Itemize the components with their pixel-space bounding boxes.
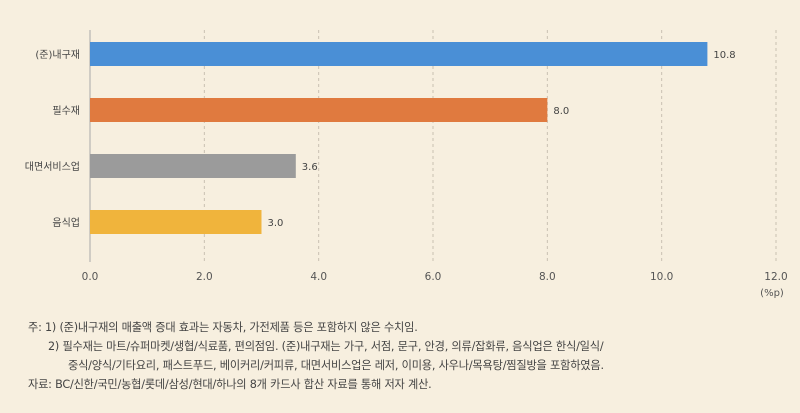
x-tick-label: 12.0 xyxy=(764,271,787,283)
note-2a: 2) 필수재는 마트/슈퍼마켓/생협/식료품, 편의점임. (준)내구재는 가구… xyxy=(48,340,604,353)
x-tick-label: 4.0 xyxy=(310,271,327,283)
category-label: 음식업 xyxy=(52,216,80,229)
bar-2 xyxy=(90,154,296,178)
x-tick-label: 10.0 xyxy=(650,271,673,283)
value-label: 3.0 xyxy=(268,218,284,229)
note-1: 주: 1) (준)내구재의 매출액 증대 효과는 자동차, 가전제품 등은 포함… xyxy=(28,321,418,334)
value-label: 3.6 xyxy=(302,162,318,173)
x-tick-label: 2.0 xyxy=(196,271,213,283)
bar-1 xyxy=(90,98,548,122)
source-note: 자료: BC/신한/국민/농협/롯데/삼성/현대/하나의 8개 카드사 합산 자… xyxy=(28,378,432,391)
chart-bars xyxy=(90,42,708,234)
chart-notes: 주: 1) (준)내구재의 매출액 증대 효과는 자동차, 가전제품 등은 포함… xyxy=(28,318,798,394)
x-tick-label: 8.0 xyxy=(539,271,556,283)
bar-3 xyxy=(90,210,262,234)
category-label: 필수재 xyxy=(52,105,80,117)
chart-grid xyxy=(89,30,777,262)
value-label: 10.8 xyxy=(713,50,735,61)
bar-0 xyxy=(90,42,708,66)
value-labels: 10.8 8.0 3.6 3.0 xyxy=(268,50,736,229)
x-tick-label: 6.0 xyxy=(425,271,442,283)
x-tick-labels: 0.0 2.0 4.0 6.0 8.0 10.0 12.0 xyxy=(82,271,788,283)
x-tick-label: 0.0 xyxy=(82,271,99,283)
value-label: 8.0 xyxy=(553,106,569,117)
x-unit-label: (%p) xyxy=(760,288,784,299)
note-2b: 중식/양식/기타요리, 패스트푸드, 베이커리/커피류, 대면서비스업은 레저,… xyxy=(68,359,604,372)
category-label: 대면서비스업 xyxy=(25,160,80,173)
category-label: (준)내구재 xyxy=(35,49,80,61)
